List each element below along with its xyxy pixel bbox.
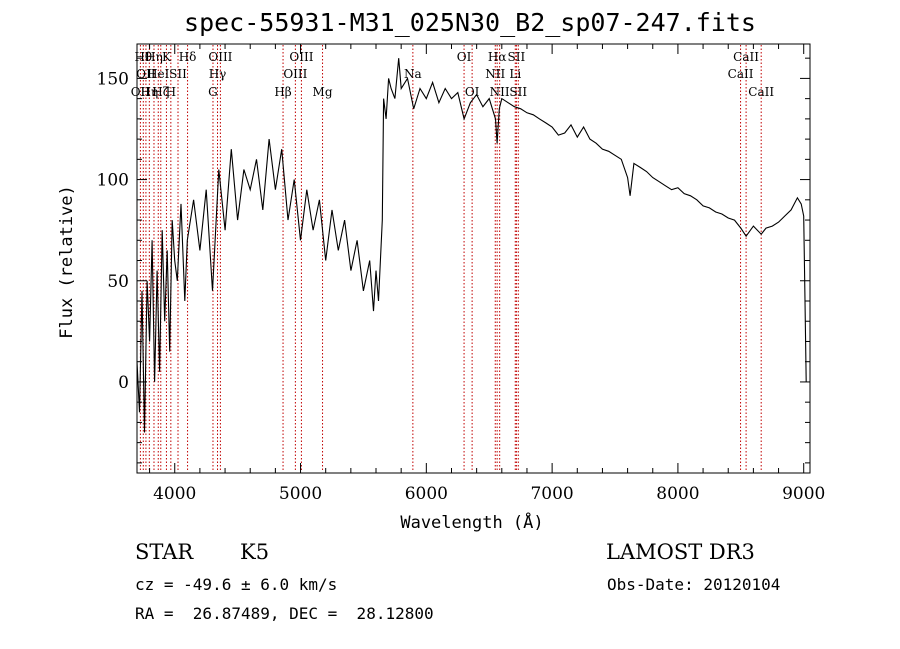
spectrum-line <box>136 58 807 433</box>
line-marker-label: NII <box>485 67 505 81</box>
line-marker-label: OIII <box>283 67 307 81</box>
line-marker-label: CaII <box>748 85 774 99</box>
x-tick-label: 8000 <box>656 484 699 504</box>
line-marker-labels-group: OIIHθOIIHηHηHeIHζKHSIIHδGHγOIIIHβOIIIOII… <box>131 50 775 99</box>
line-marker-label: Hβ <box>274 85 291 99</box>
y-tick-label: 0 <box>118 373 129 393</box>
y-axis-title: Flux (relative) <box>57 185 77 339</box>
line-marker-label: OII <box>136 67 156 81</box>
y-tick-label: 100 <box>97 171 129 191</box>
line-marker-label: Li <box>509 67 521 81</box>
line-marker-label: H <box>166 85 176 99</box>
line-marker-label: Hγ <box>209 67 227 81</box>
line-marker-label: Na <box>404 67 422 81</box>
obs-date: Obs-Date: 20120104 <box>607 575 781 594</box>
line-marker-label: Hδ <box>179 50 197 64</box>
line-marker-label: Hη <box>145 50 163 64</box>
x-tick-label: 6000 <box>405 484 448 504</box>
x-tick-label: 4000 <box>153 484 196 504</box>
line-marker-label: Hα <box>488 50 507 64</box>
line-marker-label: HeI <box>147 67 170 81</box>
x-tick-label: 5000 <box>279 484 322 504</box>
line-marker-label: NII <box>490 85 510 99</box>
y-tick-label: 50 <box>107 272 129 292</box>
line-marker-label: SII <box>169 67 187 81</box>
line-marker-label: Hη <box>140 85 158 99</box>
line-marker-label: OIII <box>289 50 313 64</box>
line-marker-label: G <box>208 85 218 99</box>
line-markers-group <box>139 45 762 472</box>
x-axis-ticks: 4000 5000 6000 7000 8000 9000 <box>149 44 825 504</box>
line-marker-label: CaII <box>733 50 759 64</box>
line-marker-label: Mg <box>313 85 333 99</box>
line-marker-label: OI <box>457 50 472 64</box>
survey-label: LAMOST DR3 <box>606 540 755 564</box>
plot-frame <box>136 43 811 474</box>
x-tick-label: 9000 <box>782 484 825 504</box>
star-class-label: STAR <box>135 540 194 564</box>
chart-title: spec-55931-M31_025N30_B2_sp07-247.fits <box>184 8 756 37</box>
y-tick-label: 150 <box>97 69 129 89</box>
x-axis-title: Wavelength (Å) <box>400 511 543 533</box>
line-marker-label: Hζ <box>152 85 169 99</box>
line-marker-label: Hθ <box>134 50 152 64</box>
x-tick-label: 7000 <box>530 484 573 504</box>
star-subclass: K5 <box>240 540 270 564</box>
line-marker-label: CaII <box>728 67 754 81</box>
line-marker-label: OIII <box>208 50 232 64</box>
line-marker-label: SII <box>508 50 526 64</box>
ra-dec-coords: RA = 26.87489, DEC = 28.12800 <box>135 604 434 623</box>
y-axis-ticks: 0 50 100 150 <box>97 57 810 464</box>
line-marker-label: SII <box>509 85 527 99</box>
line-marker-label: OII <box>131 85 151 99</box>
cz-value: cz = -49.6 ± 6.0 km/s <box>135 575 338 594</box>
line-marker-label: K <box>162 50 172 64</box>
